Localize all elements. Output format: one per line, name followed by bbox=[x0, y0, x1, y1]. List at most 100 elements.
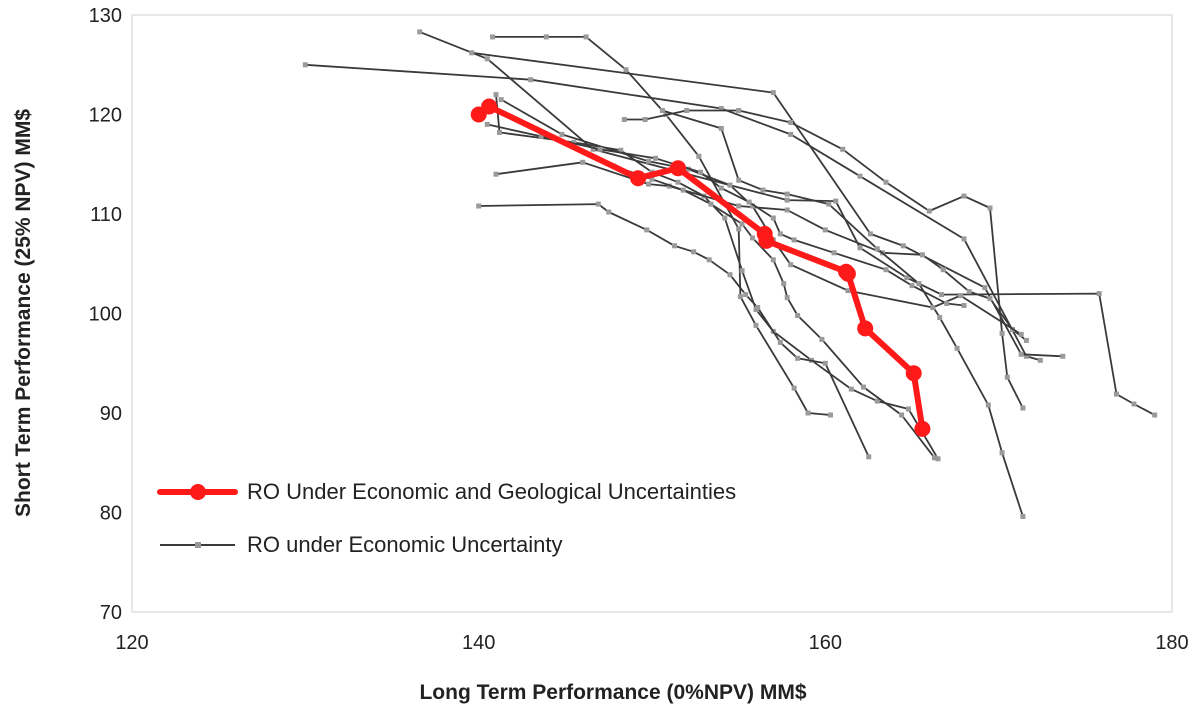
plot-area-frame bbox=[131, 14, 1173, 613]
gray-series-point bbox=[302, 62, 308, 68]
y-tick-label: 70 bbox=[100, 602, 122, 624]
gray-series-point bbox=[883, 179, 889, 185]
gray-series-point bbox=[760, 187, 766, 193]
red-series-point bbox=[630, 170, 647, 187]
gray-series-point bbox=[469, 50, 475, 56]
gray-series-point bbox=[940, 267, 946, 273]
gray-series-point bbox=[961, 193, 967, 199]
gray-series-point bbox=[644, 227, 650, 233]
x-axis-title: Long Term Performance (0%NPV) MM$ bbox=[419, 681, 806, 704]
gray-series-point bbox=[788, 131, 794, 137]
gray-series-point bbox=[1004, 374, 1010, 380]
gray-series-point bbox=[987, 205, 993, 211]
gray-series-point bbox=[606, 209, 612, 215]
gray-series-point bbox=[1060, 353, 1066, 359]
gray-series-point bbox=[999, 450, 1005, 456]
gray-series-point bbox=[739, 268, 745, 274]
gray-series-point bbox=[784, 207, 790, 213]
gray-series-point bbox=[937, 315, 943, 320]
gray-series-point bbox=[417, 29, 423, 35]
gray-series-point bbox=[1114, 391, 1119, 397]
gray-series-point bbox=[833, 198, 839, 204]
gray-series-point bbox=[493, 171, 499, 177]
y-tick-label: 110 bbox=[90, 204, 122, 226]
gray-series-point bbox=[788, 120, 794, 125]
gray-series-point bbox=[784, 197, 790, 203]
gray-series-point bbox=[930, 305, 936, 310]
gray-series-point bbox=[718, 125, 724, 131]
gray-series-line bbox=[419, 31, 1156, 416]
gray-series-point bbox=[571, 139, 577, 145]
gray-series-point bbox=[755, 305, 761, 310]
gray-series-line bbox=[500, 98, 1022, 336]
axis-ticks: 120 140 160 180 70 80 90 100 110 120 130 bbox=[89, 5, 1189, 654]
gray-series-point bbox=[848, 386, 854, 392]
gray-series-point bbox=[623, 67, 629, 73]
gray-series-point bbox=[961, 236, 967, 242]
gray-series-point bbox=[538, 133, 544, 139]
gray-series-line bbox=[495, 161, 1027, 342]
y-axis-title: Short Term Performance (25% NPV) MM$ bbox=[12, 109, 35, 517]
gray-series-point bbox=[857, 245, 863, 251]
red-series-point bbox=[857, 320, 874, 337]
gray-series-point bbox=[484, 121, 490, 127]
gray-series-point bbox=[646, 158, 651, 164]
legend-gray-label: RO under Economic Uncertainty bbox=[247, 532, 562, 557]
gray-series-point bbox=[649, 176, 655, 182]
gray-series-point bbox=[770, 215, 776, 221]
gray-series-point bbox=[621, 117, 627, 122]
gray-series-point bbox=[727, 272, 733, 278]
legend-red-marker bbox=[190, 484, 206, 500]
gray-series-point bbox=[1037, 357, 1043, 363]
gray-series-point bbox=[497, 129, 502, 135]
gray-series-point bbox=[490, 34, 495, 40]
red-series bbox=[470, 98, 931, 437]
gray-series-point bbox=[916, 281, 922, 287]
gray-series-point bbox=[691, 249, 697, 255]
gray-series-line bbox=[662, 109, 1024, 517]
gray-series-line bbox=[613, 165, 936, 459]
gray-series-point bbox=[874, 246, 880, 252]
gray-series-point bbox=[659, 108, 665, 113]
gray-series-point bbox=[909, 283, 915, 289]
gray-series-point bbox=[696, 153, 702, 159]
gray-series-point bbox=[944, 301, 950, 306]
gray-series-point bbox=[819, 336, 825, 342]
gray-series-point bbox=[926, 208, 932, 214]
gray-series-point bbox=[484, 56, 490, 62]
gray-series-point bbox=[743, 292, 749, 298]
gray-series-point bbox=[642, 117, 648, 122]
gray-series-point bbox=[987, 296, 993, 302]
gray-series-point bbox=[840, 146, 846, 152]
gray-series-point bbox=[906, 406, 911, 412]
gray-series-point bbox=[706, 257, 712, 263]
gray-series-point bbox=[932, 455, 937, 461]
gray-series-point bbox=[718, 185, 724, 191]
gray-series-point bbox=[883, 267, 889, 273]
gray-series-point bbox=[753, 322, 759, 328]
legend-item-gray: RO under Economic Uncertainty bbox=[160, 532, 562, 557]
gray-series-point bbox=[653, 155, 658, 161]
gray-series-point bbox=[788, 262, 794, 268]
legend-red-label: RO Under Economic and Geological Uncerta… bbox=[247, 479, 736, 504]
gray-series-point bbox=[861, 384, 866, 390]
gray-series-point bbox=[1018, 351, 1024, 357]
gray-series-point bbox=[919, 252, 925, 258]
gray-series-point bbox=[675, 179, 681, 185]
gray-series-point bbox=[718, 106, 724, 111]
legend-item-red: RO Under Economic and Geological Uncerta… bbox=[157, 479, 736, 504]
gray-series-point bbox=[874, 398, 880, 404]
gray-series-point bbox=[1131, 401, 1137, 407]
gray-series-point bbox=[698, 169, 703, 175]
gray-series-point bbox=[580, 159, 586, 165]
gray-series-point bbox=[791, 237, 797, 243]
gray-series-point bbox=[805, 410, 811, 416]
gray-series-point bbox=[982, 285, 988, 291]
y-tick-label: 100 bbox=[89, 304, 122, 326]
red-series-point bbox=[481, 98, 498, 115]
gray-series-point bbox=[708, 201, 714, 207]
gray-series-point bbox=[1023, 353, 1029, 359]
gray-series-line bbox=[478, 203, 870, 458]
gray-series-point bbox=[791, 385, 797, 391]
gray-series-point bbox=[781, 281, 787, 287]
